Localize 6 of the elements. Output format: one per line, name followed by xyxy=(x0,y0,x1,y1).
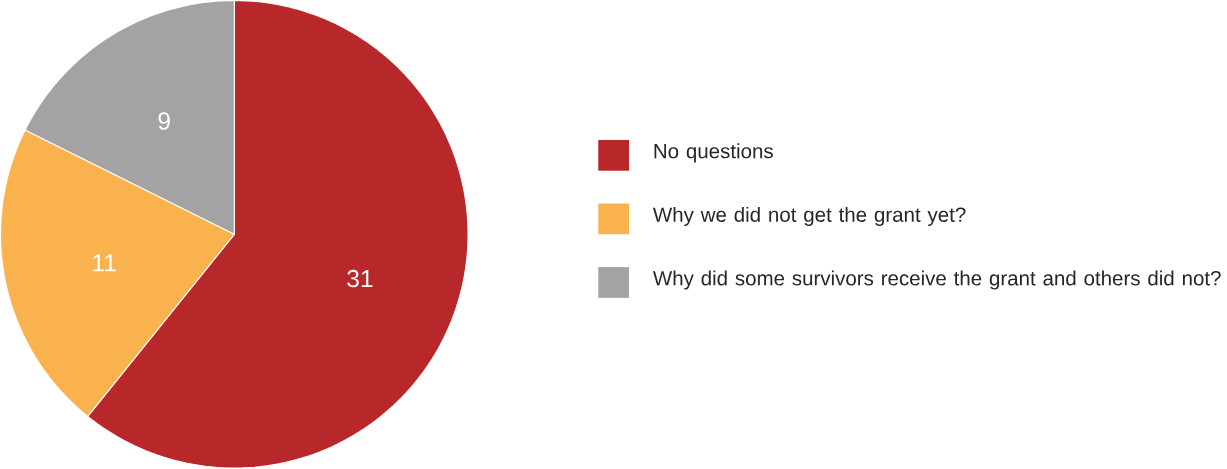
legend-label: No questions xyxy=(654,143,773,163)
data-label: 11 xyxy=(93,254,116,272)
legend-label: Why we did not get the grant yet? xyxy=(652,207,966,227)
data-label: 9 xyxy=(158,112,170,130)
legend-label: Why did some survivors receive the grant and others did not? xyxy=(652,270,1221,290)
data-label: 31 xyxy=(347,270,373,288)
